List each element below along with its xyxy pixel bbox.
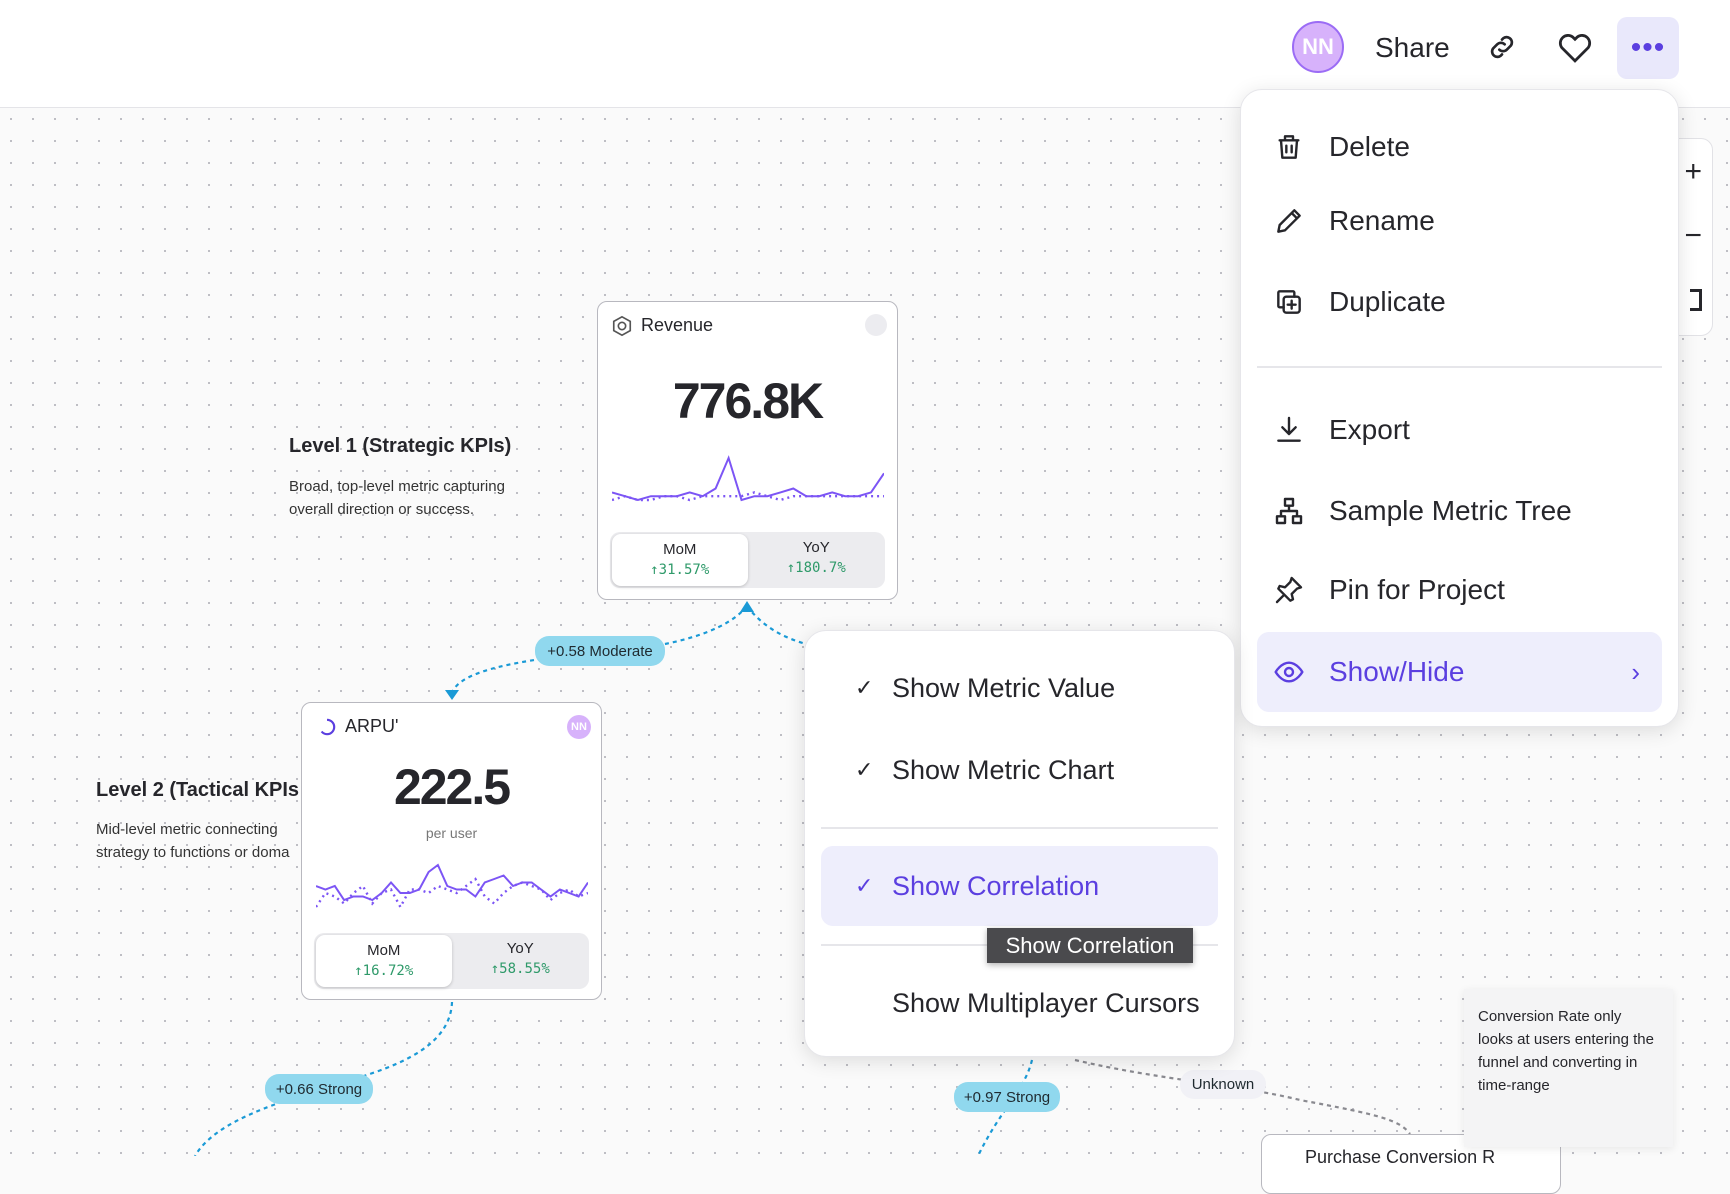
menu-item-show-hide[interactable]: Show/Hide › — [1257, 632, 1662, 712]
connector-sub-down — [977, 1059, 1034, 1156]
link-icon[interactable] — [1486, 31, 1518, 63]
sparkline-current — [316, 863, 588, 902]
arrow-down — [445, 690, 459, 700]
menu-item-pin-for-project[interactable]: Pin for Project — [1241, 560, 1678, 620]
menu-item-sample-metric-tree[interactable]: Sample Metric Tree — [1241, 481, 1678, 541]
card-title: Revenue — [641, 315, 714, 335]
menu-item-rename[interactable]: Rename — [1241, 191, 1678, 251]
eye-icon — [1273, 656, 1305, 688]
mom-tab[interactable]: MoM ↑16.72% — [316, 935, 452, 987]
more-options-menu: Delete Rename Duplicate Export Sample Metric… — [1240, 89, 1679, 727]
metric-unit: per user — [425, 825, 478, 841]
user-avatar[interactable]: NN — [1292, 21, 1344, 73]
zoom-in-button[interactable]: + — [1684, 155, 1702, 188]
owner-avatar-icon — [865, 314, 887, 336]
correlation-badge-unknown[interactable]: Unknown — [1180, 1070, 1266, 1099]
toggle-label: Show Metric Chart — [892, 754, 1115, 785]
checkmark-icon: ✓ — [855, 757, 874, 782]
yoy-tab[interactable]: YoY ↑58.55% — [490, 940, 550, 977]
toggle-show-metric-chart[interactable]: ✓ Show Metric Chart — [805, 740, 1234, 800]
toggle-label: Show Multiplayer Cursors — [892, 987, 1200, 1018]
owner-avatar: NN — [567, 715, 591, 739]
loading-icon — [318, 718, 336, 736]
menu-item-delete[interactable]: Delete — [1241, 117, 1678, 177]
toggle-show-metric-value[interactable]: ✓ Show Metric Value — [805, 658, 1234, 718]
comparison-toggle[interactable]: MoM ↑16.72% YoY ↑58.55% — [314, 933, 589, 989]
sparkline-previous — [612, 491, 884, 502]
checkmark-icon: ✓ — [855, 873, 874, 898]
correlation-badge[interactable]: +0.97 Strong — [954, 1082, 1060, 1112]
fit-view-button[interactable] — [1690, 289, 1702, 311]
zoom-out-button[interactable]: − — [1684, 219, 1702, 252]
metric-card-revenue[interactable]: Revenue 776.8K MoM ↑31.57% YoY ↑180.7% — [597, 301, 898, 600]
chevron-right-icon: › — [1631, 656, 1640, 687]
toggle-show-multiplayer-cursors[interactable]: Show Multiplayer Cursors — [805, 973, 1234, 1033]
pencil-icon — [1273, 205, 1305, 237]
hierarchy-icon — [1273, 495, 1305, 527]
metric-value: 776.8K — [672, 373, 824, 429]
level-2-desc: Mid-level metric connecting strategy to … — [96, 821, 290, 861]
arrow-up — [740, 601, 754, 612]
more-options-button[interactable]: ••• — [1617, 17, 1679, 79]
menu-item-label: Pin for Project — [1329, 574, 1505, 605]
correlation-badge[interactable]: +0.66 Strong — [265, 1074, 373, 1104]
card-title: ARPU' — [345, 716, 399, 736]
sparkline-previous — [316, 877, 588, 910]
top-bar: NN Share ••• — [0, 0, 1730, 108]
level-1-desc: Broad, top-level metric capturing overal… — [289, 478, 505, 518]
card-title: Purchase Conversion R — [1305, 1147, 1496, 1167]
level-2-title: Level 2 (Tactical KPIs — [96, 779, 300, 801]
duplicate-icon — [1273, 286, 1305, 318]
connector-unknown — [1074, 1058, 1411, 1135]
toggle-show-correlation[interactable]: ✓ Show Correlation — [821, 846, 1218, 926]
menu-divider — [821, 827, 1218, 829]
pin-icon — [1273, 574, 1305, 606]
menu-item-label: Export — [1329, 414, 1410, 445]
menu-item-label: Rename — [1329, 205, 1435, 236]
menu-item-export[interactable]: Export — [1241, 400, 1678, 460]
show-hide-submenu: ✓ Show Metric Value ✓ Show Metric Chart ✓ Sho… — [804, 630, 1235, 1057]
heart-icon[interactable] — [1556, 30, 1594, 64]
share-button[interactable]: Share — [1375, 32, 1450, 63]
yoy-tab[interactable]: YoY ↑180.7% — [786, 539, 846, 576]
mom-tab[interactable]: MoM ↑31.57% — [612, 534, 748, 586]
connector-revenue-right — [746, 605, 811, 647]
sparkline — [612, 455, 884, 502]
menu-item-label: Show/Hide — [1329, 656, 1465, 687]
comparison-toggle[interactable]: MoM ↑31.57% YoY ↑180.7% — [610, 532, 885, 588]
metric-card-arpu[interactable]: ARPU' NN 222.5 per user MoM ↑16.72% YoY ↑5… — [301, 702, 602, 1000]
menu-item-label: Sample Metric Tree — [1329, 495, 1572, 526]
correlation-badge[interactable]: +0.58 Moderate — [535, 636, 665, 666]
checkmark-icon: ✓ — [855, 675, 874, 700]
sparkline — [316, 863, 588, 910]
toggle-label: Show Correlation — [892, 870, 1100, 901]
toggle-label: Show Metric Value — [892, 672, 1116, 703]
trash-icon — [1273, 131, 1305, 163]
menu-item-label: Delete — [1329, 131, 1410, 162]
metric-value: 222.5 — [393, 759, 511, 815]
menu-item-label: Duplicate — [1329, 286, 1446, 317]
sticky-note[interactable]: Conversion Rate only looks at users ente… — [1464, 989, 1673, 1147]
download-icon — [1273, 414, 1305, 446]
hexagon-icon — [611, 315, 633, 337]
sparkline-current — [612, 455, 884, 502]
menu-divider — [1257, 366, 1662, 368]
level-1-title: Level 1 (Strategic KPIs) — [289, 435, 512, 457]
tooltip: Show Correlation — [987, 928, 1193, 963]
menu-item-duplicate[interactable]: Duplicate — [1241, 272, 1678, 332]
